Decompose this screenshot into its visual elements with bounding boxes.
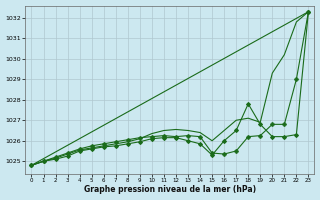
X-axis label: Graphe pression niveau de la mer (hPa): Graphe pression niveau de la mer (hPa) bbox=[84, 185, 256, 194]
